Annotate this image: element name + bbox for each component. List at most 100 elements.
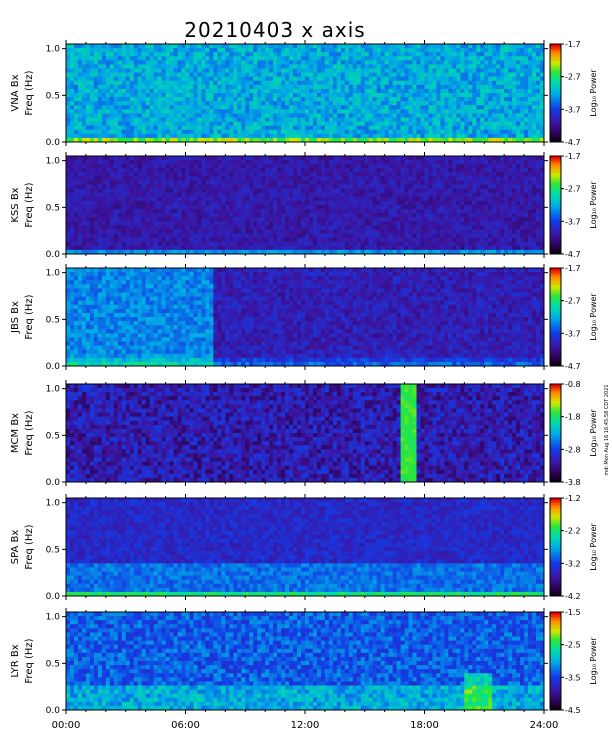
heatmap-cell [373,134,377,138]
heatmap-cell [377,197,381,201]
heatmap-cell [520,105,524,109]
heatmap-cell [393,225,397,229]
heatmap-cell [377,69,381,73]
heatmap-cell [285,234,289,238]
heatmap-cell [480,64,484,68]
heatmap-cell [305,168,309,172]
heatmap-cell [293,164,297,168]
heatmap-cell [118,168,122,172]
heatmap-cell [70,126,74,130]
heatmap-cell [381,122,385,126]
heatmap-cell [432,81,436,85]
heatmap-cell [341,64,345,68]
heatmap-cell [146,193,150,197]
heatmap-cell [265,118,269,122]
heatmap-cell [158,156,162,160]
heatmap-cell [492,73,496,77]
heatmap-cell [158,230,162,234]
heatmap-cell [464,44,468,48]
heatmap-cell [205,242,209,246]
heatmap-cell [341,230,345,234]
heatmap-cell [118,85,122,89]
heatmap-cell [178,105,182,109]
heatmap-cell [536,44,540,48]
heatmap-cell [309,52,313,56]
heatmap-cell [349,105,353,109]
heatmap-cell [389,81,393,85]
heatmap-cell [189,246,193,250]
heatmap-cell [309,130,313,134]
heatmap-cell [233,134,237,138]
heatmap-cell [201,181,205,185]
heatmap-cell [309,238,313,242]
heatmap-cell [329,48,333,52]
heatmap-cell [488,89,492,93]
heatmap-cell [389,238,393,242]
heatmap-cell [277,230,281,234]
heatmap-cell [432,73,436,77]
heatmap-cell [472,109,476,113]
heatmap-cell [516,48,520,52]
heatmap-cell [385,213,389,217]
heatmap-cell [225,113,229,117]
heatmap-cell [381,221,385,225]
heatmap-cell [82,205,86,209]
heatmap-cell [186,69,190,73]
heatmap-cell [170,221,174,225]
heatmap-cell [245,48,249,52]
heatmap-cell [277,56,281,60]
heatmap-cell [432,60,436,64]
heatmap-cell [524,122,528,126]
heatmap-cell [532,122,536,126]
heatmap-cell [365,60,369,64]
heatmap-cell [118,185,122,189]
heatmap-cell [221,230,225,234]
heatmap-cell [345,189,349,193]
heatmap-cell [122,93,126,97]
heatmap-cell [305,242,309,246]
heatmap-cell [110,246,114,250]
heatmap-cell [233,242,237,246]
heatmap-cell [452,81,456,85]
heatmap-cell [261,130,265,134]
heatmap-cell [397,168,401,172]
heatmap-cell [90,105,94,109]
heatmap-cell [193,93,197,97]
heatmap-cell [257,122,261,126]
heatmap-cell [309,172,313,176]
heatmap-cell [496,122,500,126]
heatmap-cell [201,189,205,193]
heatmap-cell [536,130,540,134]
heatmap-cell [476,69,480,73]
heatmap-cell [361,44,365,48]
heatmap-cell [365,48,369,52]
heatmap-cell [205,164,209,168]
heatmap-cell [317,193,321,197]
heatmap-cell [94,113,98,117]
heatmap-cell [357,172,361,176]
heatmap-cell [70,44,74,48]
heatmap-cell [357,85,361,89]
heatmap-cell [381,105,385,109]
heatmap-cell [273,85,277,89]
heatmap-cell [154,234,158,238]
heatmap-cell [249,44,253,48]
heatmap-cell [66,193,70,197]
heatmap-cell [440,73,444,77]
spectrogram-cells [66,156,544,254]
heatmap-cell [205,205,209,209]
heatmap-cell [484,60,488,64]
heatmap-cell [86,69,90,73]
heatmap-cell [74,109,78,113]
heatmap-cell [154,64,158,68]
heatmap-cell [90,60,94,64]
heatmap-cell [178,213,182,217]
heatmap-cell [70,185,74,189]
heatmap-cell [313,105,317,109]
heatmap-cell [150,242,154,246]
heatmap-cell [413,81,417,85]
heatmap-cell [500,97,504,101]
heatmap-cell [369,164,373,168]
heatmap-cell [122,118,126,122]
heatmap-cell [170,185,174,189]
